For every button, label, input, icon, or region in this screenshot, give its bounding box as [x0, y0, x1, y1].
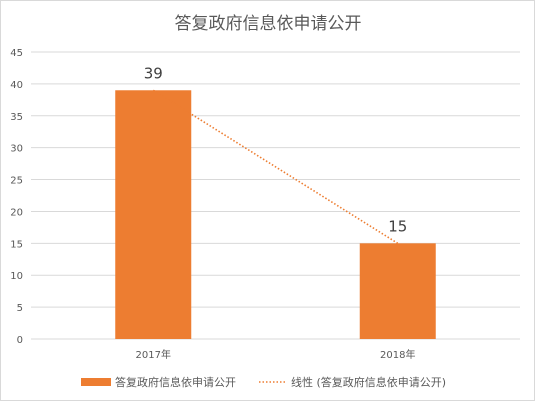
data-label: 39 [144, 64, 163, 82]
x-axis-categories: 2017年 2018年 [136, 348, 416, 361]
trendline [152, 89, 399, 245]
legend-trendline-label: 线性 (答复政府信息依申请公开) [291, 375, 446, 389]
y-tick-label: 40 [10, 80, 23, 91]
legend-bar-swatch [81, 378, 111, 386]
y-tick-label: 20 [10, 207, 23, 218]
y-tick-label: 0 [17, 335, 23, 346]
bar-layer [115, 90, 436, 340]
chart-title: 答复政府信息依申请公开 [175, 14, 362, 34]
x-category-label: 2017年 [136, 348, 171, 361]
y-tick-label: 35 [10, 112, 23, 123]
y-tick-label: 10 [10, 271, 23, 282]
legend: 答复政府信息依申请公开 线性 (答复政府信息依申请公开) [81, 375, 446, 389]
bar [115, 90, 192, 340]
bar [359, 243, 436, 339]
data-label-layer: 39 15 [144, 64, 408, 235]
y-tick-label: 30 [10, 144, 23, 155]
y-tick-label: 45 [10, 48, 23, 59]
y-axis-ticks: 0 5 10 15 20 25 30 35 40 45 [10, 48, 23, 346]
y-tick-label: 25 [10, 176, 23, 187]
trendline-layer [152, 89, 399, 245]
y-tick-label: 15 [10, 239, 23, 250]
legend-bar-label: 答复政府信息依申请公开 [115, 375, 236, 389]
y-tick-label: 5 [17, 303, 23, 314]
x-category-label: 2018年 [380, 348, 415, 361]
grid-layer [31, 51, 520, 340]
data-label: 15 [388, 217, 407, 235]
